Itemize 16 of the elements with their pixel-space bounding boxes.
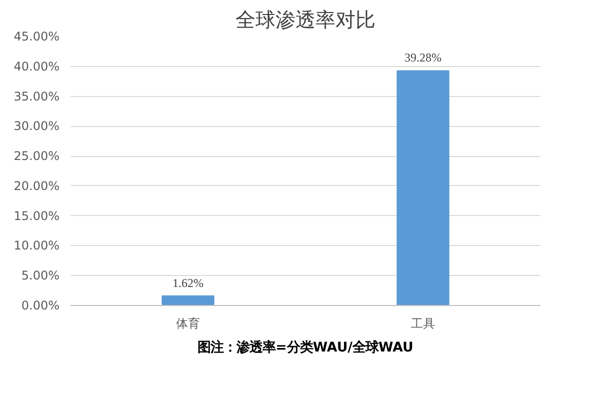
- y-tick-label: 5.00%: [21, 268, 60, 283]
- y-tick-label: 25.00%: [14, 149, 60, 164]
- y-tick-label: 40.00%: [14, 59, 60, 74]
- x-tick-label: 工具: [411, 316, 435, 330]
- data-label: 39.28%: [404, 50, 442, 65]
- data-label: 1.62%: [172, 276, 204, 290]
- y-tick-label: 35.00%: [14, 89, 60, 104]
- y-tick-label: 15.00%: [14, 208, 60, 223]
- x-tick-label: 体育: [176, 316, 200, 330]
- y-tick-label: 30.00%: [14, 119, 60, 134]
- y-tick-label: 10.00%: [14, 238, 60, 253]
- text: 图注：渗透率=分类WAU/全球WAU: [198, 340, 414, 356]
- y-tick-label: 20.00%: [14, 178, 60, 193]
- chart-title: 全球渗透率对比: [236, 8, 376, 32]
- y-tick-label: 45.00%: [14, 30, 60, 44]
- y-tick-label: 0.00%: [21, 298, 60, 312]
